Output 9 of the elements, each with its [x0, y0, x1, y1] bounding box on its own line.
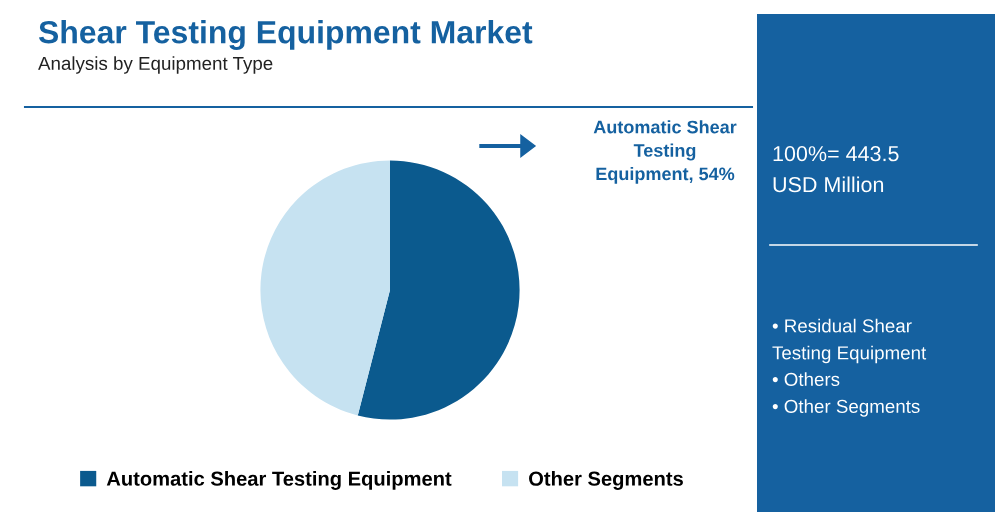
text: • Residual Shear Testing Equipment	[772, 318, 927, 364]
text: 100%= 443.5 USD Million	[773, 146, 899, 193]
text: • Other Segments	[772, 399, 920, 417]
legend-label: Automatic Shear Testing Equipment	[106, 471, 452, 490]
legend-label: Other Segments	[529, 471, 683, 490]
chart-subtitle: Analysis by Equipment Type	[38, 56, 273, 74]
text: • Others	[772, 372, 840, 387]
data-label: Automatic Shear Testing Equipment, 54%	[593, 120, 737, 184]
chart-title: Shear Testing Equipment Market	[38, 20, 533, 50]
